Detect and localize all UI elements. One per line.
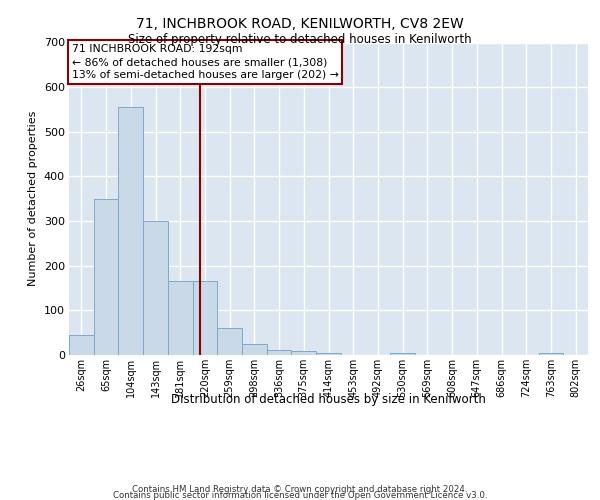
Bar: [316, 353, 341, 355]
Text: Contains public sector information licensed under the Open Government Licence v3: Contains public sector information licen…: [113, 491, 487, 500]
Bar: [242, 344, 267, 355]
Text: 71, INCHBROOK ROAD, KENILWORTH, CV8 2EW: 71, INCHBROOK ROAD, KENILWORTH, CV8 2EW: [136, 18, 464, 32]
Bar: [193, 282, 217, 355]
Bar: [267, 350, 292, 355]
Text: Size of property relative to detached houses in Kenilworth: Size of property relative to detached ho…: [128, 32, 472, 46]
Bar: [390, 353, 415, 355]
Bar: [69, 335, 94, 355]
Text: Contains HM Land Registry data © Crown copyright and database right 2024.: Contains HM Land Registry data © Crown c…: [132, 484, 468, 494]
Text: 71 INCHBROOK ROAD: 192sqm
← 86% of detached houses are smaller (1,308)
13% of se: 71 INCHBROOK ROAD: 192sqm ← 86% of detac…: [71, 44, 338, 80]
Y-axis label: Number of detached properties: Number of detached properties: [28, 111, 38, 286]
Bar: [292, 352, 316, 355]
Text: Distribution of detached houses by size in Kenilworth: Distribution of detached houses by size …: [172, 392, 486, 406]
Bar: [143, 221, 168, 355]
Bar: [94, 198, 118, 355]
Bar: [217, 328, 242, 355]
Bar: [118, 107, 143, 355]
Bar: [168, 282, 193, 355]
Bar: [539, 353, 563, 355]
